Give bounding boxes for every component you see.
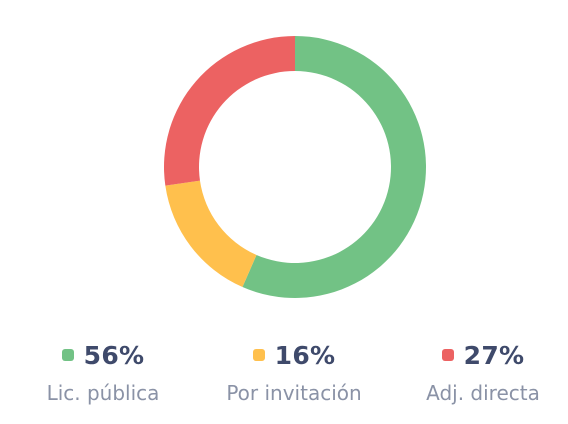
legend-item-por-invitacion: 16% Por invitación bbox=[199, 335, 389, 406]
donut-slice-por-invitacion bbox=[165, 180, 257, 288]
donut-slice-adj-directa bbox=[163, 36, 295, 186]
legend-label-adj-directa: Adj. directa bbox=[426, 381, 540, 405]
legend-percent-por-invitacion: 16% bbox=[274, 340, 336, 370]
donut-chart bbox=[163, 36, 427, 298]
legend-item-lic-publica: 56% Lic. pública bbox=[8, 335, 198, 406]
legend-percent-lic-publica: 56% bbox=[83, 340, 145, 370]
donut-slice-lic-publica bbox=[242, 36, 427, 298]
legend-swatch-adj-directa bbox=[441, 349, 454, 361]
legend-swatch-por-invitacion bbox=[252, 349, 265, 361]
chart-legend: 56% Lic. pública 16% Por invitación 27% … bbox=[0, 335, 568, 415]
legend-item-adj-directa: 27% Adj. directa bbox=[388, 335, 568, 406]
legend-label-lic-publica: Lic. pública bbox=[46, 381, 160, 405]
legend-label-por-invitacion: Por invitación bbox=[226, 381, 362, 405]
legend-percent-adj-directa: 27% bbox=[463, 340, 525, 370]
legend-swatch-lic-publica bbox=[61, 349, 74, 361]
